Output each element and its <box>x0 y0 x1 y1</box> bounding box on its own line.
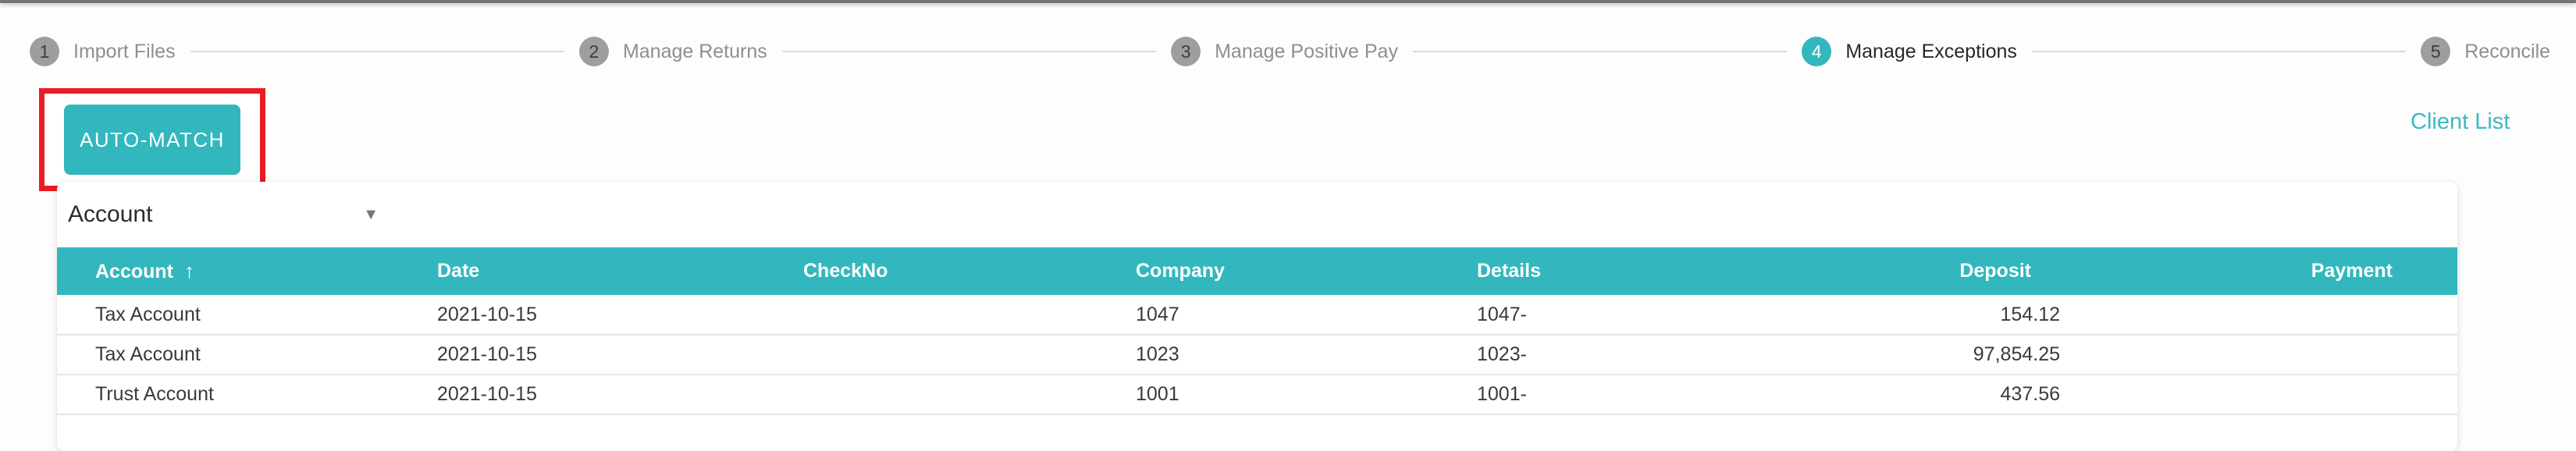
cell-date: 2021-10-15 <box>437 375 803 415</box>
account-filter-label: Account <box>68 201 153 227</box>
step-3-circle: 3 <box>1171 37 1201 66</box>
cell-account: Tax Account <box>57 335 437 375</box>
exceptions-card: Account ▼ Account ↑ Date CheckNo Company … <box>57 182 2457 451</box>
column-header-payment[interactable]: Payment <box>2311 260 2393 282</box>
cell-date: 2021-10-15 <box>437 295 803 336</box>
cell-deposit: 97,854.25 <box>1834 335 2067 375</box>
sort-ascending-icon: ↑ <box>184 259 194 282</box>
column-header-company[interactable]: Company <box>1136 260 1225 282</box>
step-5-label: Reconcile <box>2464 40 2551 62</box>
cell-payment <box>2067 295 2457 336</box>
client-list-link[interactable]: Client List <box>2411 109 2510 134</box>
step-manage-positive-pay[interactable]: 3 Manage Positive Pay <box>1171 37 1398 66</box>
step-2-label: Manage Returns <box>622 40 767 62</box>
step-connector <box>1412 51 1788 52</box>
cell-checkno <box>803 375 1136 415</box>
cell-checkno <box>803 335 1136 375</box>
cell-company: 1047 <box>1136 295 1477 336</box>
cell-company: 1001 <box>1136 375 1477 415</box>
step-connector <box>190 51 564 52</box>
auto-match-button[interactable]: AUTO-MATCH <box>64 105 240 175</box>
column-header-date[interactable]: Date <box>437 260 480 282</box>
column-header-deposit[interactable]: Deposit <box>1959 260 2031 282</box>
column-header-account[interactable]: Account ↑ <box>57 247 437 295</box>
step-4-label: Manage Exceptions <box>1845 40 2017 62</box>
exceptions-table: Account ↑ Date CheckNo Company Details De… <box>57 247 2457 451</box>
step-reconcile[interactable]: 5 Reconcile <box>2421 37 2550 66</box>
caret-down-icon: ▼ <box>363 205 379 223</box>
cell-date: 2021-10-15 <box>437 335 803 375</box>
table-header-row: Account ↑ Date CheckNo Company Details De… <box>57 247 2457 295</box>
cell-checkno <box>803 295 1136 336</box>
cell-deposit: 437.56 <box>1834 375 2067 415</box>
table-row[interactable]: Tax Account 2021-10-15 1047 1047- 154.12 <box>57 295 2457 336</box>
table-row-partial[interactable] <box>57 414 2457 451</box>
step-1-label: Import Files <box>73 40 176 62</box>
cell-details: 1001- <box>1477 375 1834 415</box>
column-header-checkno[interactable]: CheckNo <box>803 260 888 282</box>
cell-deposit: 154.12 <box>1834 295 2067 336</box>
cell-account: Trust Account <box>57 375 437 415</box>
cell-details: 1023- <box>1477 335 1834 375</box>
cell-company: 1023 <box>1136 335 1477 375</box>
cell-payment <box>2067 375 2457 415</box>
step-connector <box>2031 51 2407 52</box>
annotation-highlight-box: AUTO-MATCH <box>39 88 265 191</box>
filter-bar: Account ▼ <box>57 182 2457 247</box>
step-5-circle: 5 <box>2421 37 2451 66</box>
step-manage-exceptions[interactable]: 4 Manage Exceptions <box>1802 37 2017 66</box>
top-shadow-bar <box>0 0 2576 3</box>
step-connector <box>781 51 1157 52</box>
column-header-details[interactable]: Details <box>1477 260 1541 282</box>
step-4-circle-active: 4 <box>1802 37 1832 66</box>
cell-details: 1047- <box>1477 295 1834 336</box>
step-3-label: Manage Positive Pay <box>1215 40 1398 62</box>
step-manage-returns[interactable]: 2 Manage Returns <box>578 37 767 66</box>
step-import-files[interactable]: 1 Import Files <box>30 37 176 66</box>
table-row[interactable]: Tax Account 2021-10-15 1023 1023- 97,854… <box>57 335 2457 375</box>
table-row[interactable]: Trust Account 2021-10-15 1001 1001- 437.… <box>57 375 2457 415</box>
account-filter-dropdown[interactable]: Account ▼ <box>57 201 379 228</box>
cell-payment <box>2067 335 2457 375</box>
step-1-circle: 1 <box>30 37 59 66</box>
column-header-account-label: Account <box>95 261 173 282</box>
wizard-stepper: 1 Import Files 2 Manage Returns 3 Manage… <box>30 31 2550 72</box>
cell-account: Tax Account <box>57 295 437 336</box>
step-2-circle: 2 <box>578 37 609 66</box>
